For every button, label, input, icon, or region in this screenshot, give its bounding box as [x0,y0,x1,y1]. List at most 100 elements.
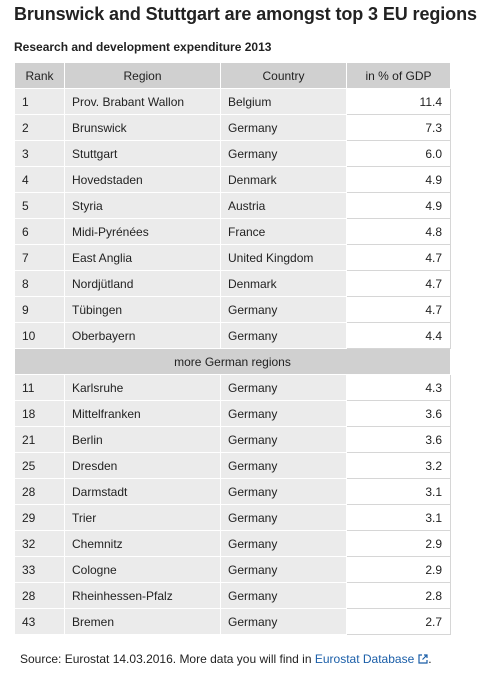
cell-gdp-share: 6.0 [346,140,451,167]
source-note: Source: Eurostat 14.03.2016. More data y… [20,652,432,666]
table-row: 29 Trier Germany 3.1 [14,504,451,531]
cell-rank: 18 [14,400,65,427]
table-row: 7 East Anglia United Kingdom 4.7 [14,244,451,271]
source-suffix: . [428,652,432,666]
table-row: 28 Darmstadt Germany 3.1 [14,478,451,505]
cell-rank: 25 [14,452,65,479]
cell-gdp-share: 2.9 [346,530,451,557]
cell-country: Germany [220,322,347,349]
cell-country: Germany [220,582,347,609]
cell-country: Germany [220,556,347,583]
cell-region: Styria [64,192,221,219]
cell-country: Germany [220,530,347,557]
cell-gdp-share: 4.8 [346,218,451,245]
table-row: 25 Dresden Germany 3.2 [14,452,451,479]
cell-region: Chemnitz [64,530,221,557]
cell-gdp-share: 4.7 [346,244,451,271]
eurostat-database-link-label: Eurostat Database [314,652,415,666]
cell-region: East Anglia [64,244,221,271]
table-row: 33 Cologne Germany 2.9 [14,556,451,583]
cell-rank: 3 [14,140,65,167]
cell-gdp-share: 3.6 [346,426,451,453]
cell-rank: 10 [14,322,65,349]
table-row: 18 Mittelfranken Germany 3.6 [14,400,451,427]
cell-region: Nordjütland [64,270,221,297]
table-row: 43 Bremen Germany 2.7 [14,608,451,635]
cell-country: Germany [220,452,347,479]
cell-country: Belgium [220,88,347,115]
eurostat-database-link[interactable]: Eurostat Database [315,652,428,666]
cell-rank: 1 [14,88,65,115]
cell-country: Denmark [220,270,347,297]
table-row: 28 Rheinhessen-Pfalz Germany 2.8 [14,582,451,609]
table-row: 4 Hovedstaden Denmark 4.9 [14,166,451,193]
cell-rank: 9 [14,296,65,323]
cell-country: Denmark [220,166,347,193]
cell-gdp-share: 4.3 [346,374,451,401]
cell-rank: 28 [14,478,65,505]
cell-country: Germany [220,400,347,427]
cell-region: Berlin [64,426,221,453]
cell-country: Germany [220,504,347,531]
cell-region: Rheinhessen-Pfalz [64,582,221,609]
column-header-gdp-share: in % of GDP [346,62,451,89]
cell-gdp-share: 2.8 [346,582,451,609]
cell-rank: 32 [14,530,65,557]
cell-region: Cologne [64,556,221,583]
cell-region: Hovedstaden [64,166,221,193]
cell-country: France [220,218,347,245]
cell-country: Germany [220,114,347,141]
table-body-more: 11 Karlsruhe Germany 4.3 18 Mittelfranken Germ… [14,374,451,635]
table-row: 9 Tübingen Germany 4.7 [14,296,451,323]
column-header-region: Region [64,62,221,89]
rd-expenditure-table: Rank Region Country in % of GDP 1 Prov. B… [14,62,451,635]
page-title: Brunswick and Stuttgart are amongst top … [14,4,477,24]
cell-country: Germany [220,296,347,323]
external-link-icon [418,654,428,664]
cell-country: Germany [220,608,347,635]
cell-region: Darmstadt [64,478,221,505]
table-row: 21 Berlin Germany 3.6 [14,426,451,453]
table-body-top: 1 Prov. Brabant Wallon Belgium 11.4 2 Brunswi… [14,88,451,349]
cell-rank: 28 [14,582,65,609]
cell-rank: 6 [14,218,65,245]
cell-country: Germany [220,140,347,167]
table-row: 32 Chemnitz Germany 2.9 [14,530,451,557]
table-row: 3 Stuttgart Germany 6.0 [14,140,451,167]
cell-gdp-share: 4.9 [346,166,451,193]
header-row: Rank Region Country in % of GDP [14,62,451,89]
table-row: 2 Brunswick Germany 7.3 [14,114,451,141]
cell-rank: 5 [14,192,65,219]
cell-region: Dresden [64,452,221,479]
cell-rank: 43 [14,608,65,635]
table-caption: Research and development expenditure 201… [14,40,272,54]
cell-rank: 8 [14,270,65,297]
cell-gdp-share: 2.7 [346,608,451,635]
cell-gdp-share: 4.7 [346,270,451,297]
column-header-country: Country [220,62,347,89]
table-row: 1 Prov. Brabant Wallon Belgium 11.4 [14,88,451,115]
cell-rank: 29 [14,504,65,531]
cell-rank: 2 [14,114,65,141]
cell-gdp-share: 7.3 [346,114,451,141]
table-subheader-section: more German regions [14,348,451,375]
cell-gdp-share: 4.9 [346,192,451,219]
cell-region: Brunswick [64,114,221,141]
cell-country: Germany [220,478,347,505]
cell-gdp-share: 3.1 [346,478,451,505]
cell-country: Germany [220,426,347,453]
cell-gdp-share: 3.6 [346,400,451,427]
cell-gdp-share: 4.4 [346,322,451,349]
cell-rank: 7 [14,244,65,271]
cell-region: Stuttgart [64,140,221,167]
table-row: 10 Oberbayern Germany 4.4 [14,322,451,349]
table-row: 6 Midi-Pyrénées France 4.8 [14,218,451,245]
cell-region: Trier [64,504,221,531]
cell-gdp-share: 2.9 [346,556,451,583]
column-header-rank: Rank [14,62,65,89]
cell-gdp-share: 4.7 [346,296,451,323]
cell-gdp-share: 3.2 [346,452,451,479]
subheader-row: more German regions [14,348,451,375]
source-text: Source: Eurostat 14.03.2016. More data y… [20,652,315,666]
